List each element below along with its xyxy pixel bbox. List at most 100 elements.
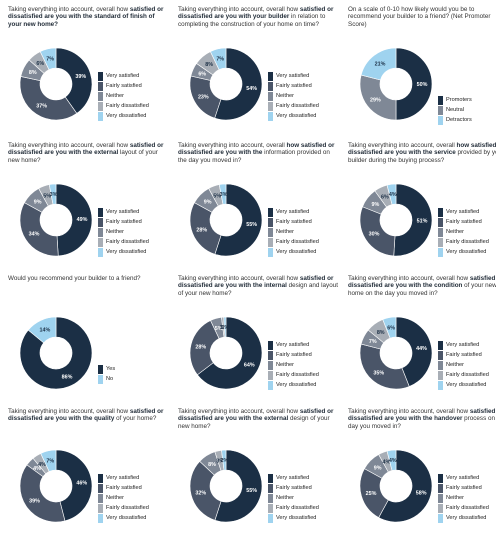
donut-slice xyxy=(221,449,227,471)
chart-panel-2: Taking everything into account, overall … xyxy=(178,6,338,138)
slice-label: 21% xyxy=(375,61,386,67)
chart-title-text: Taking everything into account, overall … xyxy=(8,6,129,13)
chart-title: Would you recommend your builder to a fr… xyxy=(8,275,168,282)
donut-chart: 39% 37% 8% 6%7% xyxy=(19,47,93,121)
legend-label: Fairly satisfied xyxy=(106,83,142,89)
legend-label: Very dissatisfied xyxy=(276,113,317,119)
donut-chart: 64%28%5%1%1% xyxy=(189,316,263,390)
legend-swatch xyxy=(98,375,103,384)
legend-swatch xyxy=(268,228,273,237)
donut-slice xyxy=(382,316,397,339)
chart-title-text: Taking everything into account, overall … xyxy=(178,275,299,282)
slice-label: 6% xyxy=(381,194,389,200)
slice-label: 9% xyxy=(374,465,382,471)
chart-title-emphasis: satisfied or dissatisfied are you with t… xyxy=(8,6,164,28)
legend-swatch xyxy=(98,474,103,483)
legend-label: Fairly satisfied xyxy=(446,219,482,225)
slice-label: 55% xyxy=(246,488,257,494)
legend-label: Fairly satisfied xyxy=(446,485,482,491)
slice-label: 9% xyxy=(372,202,380,208)
chart-title-tail: layout of your new home? xyxy=(8,149,158,164)
legend-swatch xyxy=(268,361,273,370)
legend-swatch xyxy=(268,112,273,121)
donut-slice xyxy=(55,183,93,257)
donut-slice xyxy=(39,47,57,71)
legend-swatch xyxy=(268,92,273,101)
slice-label: 5% xyxy=(213,193,221,199)
legend-label: Neither xyxy=(446,495,465,501)
donut-chart: 55% 32% 8%3%2% xyxy=(189,449,263,523)
donut-chart: 58%25%9%4%4% xyxy=(359,449,433,523)
slice-label: 7% xyxy=(46,56,54,62)
donut-chart: 54% 23% 6% 8%7% xyxy=(189,47,263,121)
slice-label: 3% xyxy=(216,458,224,464)
slice-label: 4% xyxy=(33,466,41,472)
legend-swatch xyxy=(98,102,103,111)
slice-label: 5% xyxy=(43,193,51,199)
chart-panel-7: Would you recommend your builder to a fr… xyxy=(8,275,168,407)
chart-panel-8: Taking everything into account, overall … xyxy=(178,275,338,407)
slice-label: 9% xyxy=(204,199,212,205)
legend-label: Fairly dissatisfied xyxy=(446,239,489,245)
legend-label: Fairly dissatisfied xyxy=(276,505,319,511)
chart-title: Taking everything into account, overall … xyxy=(178,142,338,164)
chart-title-tail: provided by your builder during the buyi… xyxy=(348,149,496,164)
slice-label: 35% xyxy=(373,370,384,376)
chart-title: Taking everything into account, overall … xyxy=(178,408,338,430)
chart-title: Taking everything into account, overall … xyxy=(348,408,496,430)
slice-label: 58% xyxy=(416,490,427,496)
legend-label: Neither xyxy=(276,362,295,368)
donut-slice xyxy=(386,183,397,205)
legend-swatch xyxy=(268,504,273,513)
donut-slice xyxy=(395,316,433,387)
legend-swatch xyxy=(268,494,273,503)
legend-label: Very satisfied xyxy=(106,475,140,481)
slice-label: 8% xyxy=(205,62,213,68)
donut-slice xyxy=(40,449,57,472)
slice-label: 39% xyxy=(75,74,86,80)
chart-title-text: Taking everything into account, overall … xyxy=(8,142,129,149)
chart-title-tail: of your new home on the day you moved in… xyxy=(348,282,496,297)
legend-label: Neither xyxy=(106,495,125,501)
legend-swatch xyxy=(98,218,103,227)
legend-label: Fairly satisfied xyxy=(276,352,312,358)
chart-panel-12: Taking everything into account, overall … xyxy=(348,408,496,540)
legend-label: Very dissatisfied xyxy=(446,515,487,521)
legend-swatch xyxy=(98,112,103,121)
legend-label: Fairly satisfied xyxy=(276,83,312,89)
legend-label: Very satisfied xyxy=(446,209,480,215)
legend-label: Neither xyxy=(276,229,295,235)
chart-title-text: Taking everything into account, overall … xyxy=(8,408,129,415)
donut-slice xyxy=(386,449,397,471)
donut-slice xyxy=(359,74,397,121)
chart-title-tail: design of your new home? xyxy=(178,415,330,430)
donut-slice xyxy=(360,47,397,81)
legend-swatch xyxy=(438,106,443,115)
slice-label: 1% xyxy=(220,325,228,331)
legend-swatch xyxy=(438,514,443,523)
donut-slice xyxy=(19,464,66,523)
slice-label: 37% xyxy=(36,104,47,110)
legend-swatch xyxy=(268,238,273,247)
slice-label: 8% xyxy=(29,70,37,76)
legend-label: Very dissatisfied xyxy=(106,113,147,119)
chart-title-emphasis: satisfied or dissatisfied are you with t… xyxy=(178,408,334,423)
legend-swatch xyxy=(438,371,443,380)
donut-slice xyxy=(19,202,59,257)
legend-label: Very dissatisfied xyxy=(276,249,317,255)
legend-label: Fairly dissatisfied xyxy=(106,103,149,109)
legend-label: Very satisfied xyxy=(446,342,480,348)
chart-title-emphasis: satisfied or dissatisfied are you with t… xyxy=(348,408,496,423)
legend-label: Neither xyxy=(276,93,295,99)
chart-title-tail: in relation to completing the constructi… xyxy=(178,13,326,28)
legend-label: Neither xyxy=(106,93,125,99)
donut-slice xyxy=(196,316,263,390)
legend-label: Fairly satisfied xyxy=(106,485,142,491)
legend-swatch xyxy=(438,474,443,483)
slice-label: 6% xyxy=(387,325,395,331)
chart-title-emphasis: how satisfied or dissatisfied are you wi… xyxy=(348,142,496,157)
slice-label: 50% xyxy=(417,82,428,88)
slice-label: 7% xyxy=(369,339,377,345)
donut-slice xyxy=(19,76,78,121)
